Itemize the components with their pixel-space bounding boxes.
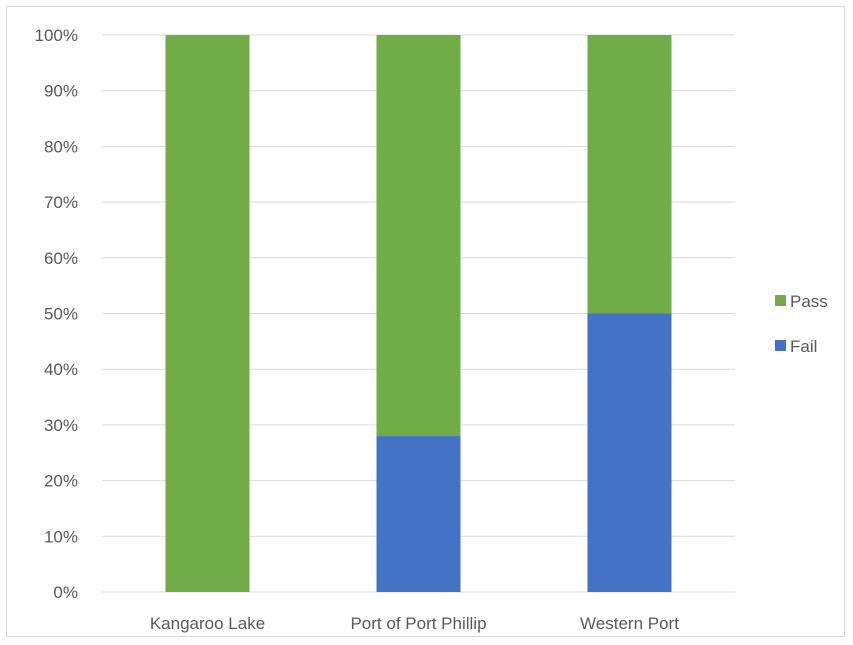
y-axis-ticks: 0% 10% 20% 30% 40% 50% 60% 70% 80% 90% 100% (35, 26, 78, 602)
x-tick-label: Kangaroo Lake (150, 614, 265, 633)
y-tick-label: 50% (44, 305, 78, 324)
y-tick-label: 100% (35, 26, 78, 45)
y-tick-label: 80% (44, 137, 78, 156)
x-tick-label: Western Port (580, 614, 679, 633)
x-axis-ticks: Kangaroo Lake Port of Port Phillip Western… (150, 614, 679, 633)
x-tick-label: Port of Port Phillip (350, 614, 486, 633)
bar-pass (587, 35, 672, 314)
y-tick-label: 10% (44, 527, 78, 546)
legend: Pass Fail (775, 292, 828, 356)
bar-fail (376, 436, 461, 592)
y-tick-label: 0% (53, 583, 78, 602)
legend-label-pass: Pass (790, 292, 828, 311)
legend-label-fail: Fail (790, 337, 817, 356)
bars (165, 35, 672, 592)
bar-pass (165, 35, 250, 592)
y-tick-label: 30% (44, 416, 78, 435)
bar-pass (376, 35, 461, 437)
y-tick-label: 40% (44, 360, 78, 379)
legend-swatch-fail (775, 340, 786, 351)
y-tick-label: 70% (44, 193, 78, 212)
y-tick-label: 20% (44, 472, 78, 491)
bar-fail (587, 313, 672, 592)
y-tick-label: 60% (44, 249, 78, 268)
y-tick-label: 90% (44, 82, 78, 101)
legend-swatch-pass (775, 295, 786, 306)
